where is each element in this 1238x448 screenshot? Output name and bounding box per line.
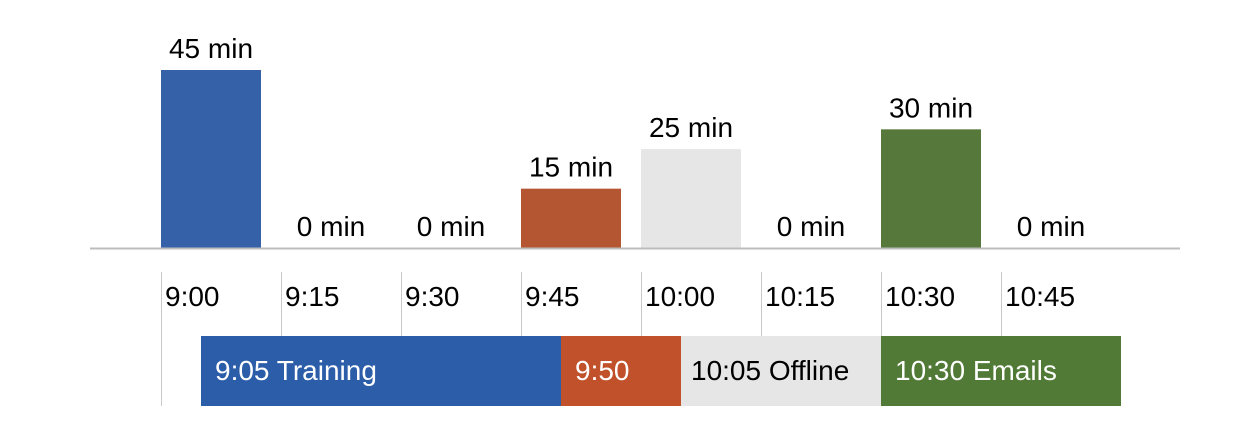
- bars-group: [161, 70, 981, 248]
- value-label-10:00: 25 min: [649, 112, 733, 143]
- tick-label: 9:45: [525, 281, 580, 312]
- tick-label: 10:00: [645, 281, 716, 312]
- tick-label: 10:45: [1005, 281, 1076, 312]
- value-label-9:30: 0 min: [417, 211, 485, 242]
- value-labels-group: 45 min 0 min 0 min 15 min 25 min 0 min 30 min 0…: [169, 33, 1085, 242]
- tick-label: 9:15: [285, 281, 340, 312]
- tick-label: 9:30: [405, 281, 460, 312]
- timeline-segment: 10:05 Offline: [681, 336, 881, 406]
- value-label-9:45: 15 min: [529, 152, 613, 183]
- value-label-9:00: 45 min: [169, 33, 253, 64]
- bar-10:00: [641, 149, 741, 248]
- timeline-segment: 9:50: [561, 336, 681, 406]
- tick-label: 9:00: [165, 281, 220, 312]
- tick-line-9:00: [161, 272, 162, 406]
- bar-10:30: [881, 129, 981, 248]
- value-label-9:15: 0 min: [297, 211, 365, 242]
- value-label-10:15: 0 min: [777, 211, 845, 242]
- bar-9:45: [521, 188, 621, 248]
- tick-label: 10:15: [765, 281, 836, 312]
- bar-9:00: [161, 70, 261, 248]
- timeline-segment: 10:30 Emails: [881, 336, 1121, 406]
- timeline-segment: 9:05 Training: [201, 336, 561, 406]
- tick-label: 10:30: [885, 281, 956, 312]
- value-label-10:30: 30 min: [889, 92, 973, 123]
- value-label-10:45: 0 min: [1017, 211, 1085, 242]
